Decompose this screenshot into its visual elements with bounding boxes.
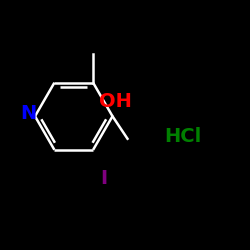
Text: N: N [20, 104, 37, 123]
Text: HCl: HCl [164, 127, 201, 146]
Text: OH: OH [98, 92, 132, 111]
Text: I: I [100, 169, 107, 188]
